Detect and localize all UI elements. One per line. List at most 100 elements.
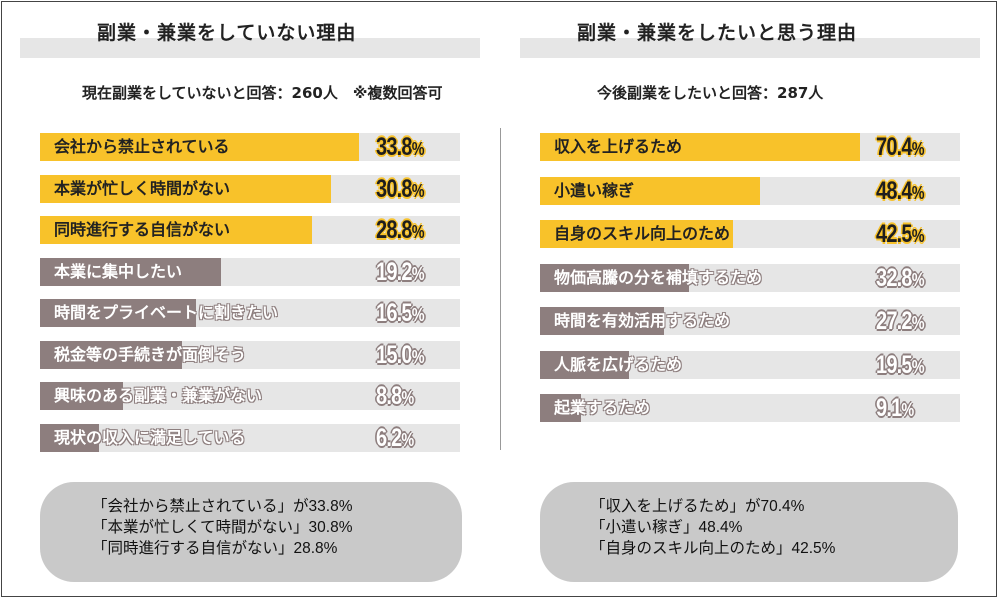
right-respondents: 今後副業をしたいと回答：287人: [597, 84, 824, 102]
bar-row: 現状の収入に満足している 6.2%: [40, 423, 460, 452]
bar-category-label: 本業が忙しく時間がない: [54, 178, 231, 198]
bar-value-label: 19.2%: [376, 256, 425, 290]
bar-category-label: 自身のスキル向上のため: [554, 224, 731, 243]
left-title: 副業・兼業をしていない理由: [97, 22, 357, 44]
bar-value-label: 48.4%: [876, 175, 925, 209]
bar-category-label: 興味のある副業・兼業がない: [54, 386, 263, 405]
bar-category-label: 時間を有効活用するため: [554, 311, 731, 330]
bar-value-label: 19.5%: [876, 349, 925, 383]
bar: [40, 340, 182, 369]
bar-value-unit: %: [401, 429, 414, 450]
bar-value-number: 19.2: [376, 257, 413, 286]
bar-value-unit: %: [411, 139, 425, 159]
bar-category-label: 本業に集中したい: [54, 261, 183, 281]
bar-value-label: 70.4%: [876, 131, 925, 165]
bar-value-label: 32.8%: [876, 262, 925, 296]
bar-category-label: 小遣い稼ぎ: [554, 180, 635, 200]
bar-value-number: 42.5: [876, 220, 913, 248]
bar: [40, 216, 312, 244]
bar-value-unit: %: [911, 226, 925, 246]
bar-row: 人脈を広げるため 19.5%: [540, 350, 960, 379]
bar-value-unit: %: [911, 182, 925, 203]
bar: [540, 220, 733, 248]
bar-value-number: 8.8: [376, 382, 402, 410]
bar-value-number: 48.4: [876, 176, 913, 205]
bar-value-unit: %: [911, 313, 925, 333]
bar-row: 収入を上げるため 70.4%: [540, 133, 960, 161]
bar-row: 時間を有効活用するため 27.2%: [540, 307, 960, 335]
bar-value-label: 8.8%: [376, 380, 414, 414]
bar-row: 同時進行する自信がない 28.8%: [40, 216, 460, 244]
bar: [40, 299, 196, 327]
bar-value-label: 16.5%: [376, 297, 425, 331]
bar: [540, 133, 860, 161]
bar-value-label: 15.0%: [376, 339, 425, 373]
right-title: 副業・兼業をしたいと思う理由: [577, 22, 858, 44]
bar-row: 興味のある副業・兼業がない 8.8%: [40, 382, 460, 410]
bar-value-label: 9.1%: [876, 392, 914, 426]
bar-value-label: 42.5%: [876, 218, 925, 252]
bar: [40, 382, 124, 410]
bar-value-unit: %: [901, 400, 914, 420]
bar-category-label: 税金等の手続きが面倒そう: [54, 344, 247, 364]
bar-value-number: 15.0: [376, 340, 413, 369]
left-summary-box: 「会社から禁止されている」が33.8% 「本業が忙しくて時間がない」30.8% …: [40, 482, 462, 582]
bar-value-unit: %: [911, 139, 925, 159]
bar-row: 時間をプライベートに割きたい 16.5%: [40, 299, 460, 327]
right-summary-line: 「収入を上げるため」が70.4%: [590, 498, 805, 515]
bar: [40, 423, 99, 452]
right-summary-box: 「収入を上げるため」が70.4% 「小遣い稼ぎ」48.4% 「自身のスキル向上の…: [540, 482, 958, 582]
bar: [540, 263, 689, 292]
bar-value-number: 27.2: [876, 307, 913, 335]
bar-value-label: 28.8%: [376, 214, 425, 248]
bar-value-number: 32.8: [876, 263, 913, 292]
bar: [540, 394, 582, 422]
bar: [540, 176, 760, 205]
right-heading-band: [520, 38, 980, 58]
bar-value-unit: %: [411, 346, 425, 367]
bar-category-label: 時間をプライベートに割きたい: [54, 303, 279, 322]
bar-value-number: 28.8: [376, 216, 413, 244]
bar-category-label: 人脈を広げるため: [554, 354, 683, 374]
bar-value-number: 16.5: [376, 299, 413, 327]
bar-row: 会社から禁止されている 33.8%: [40, 133, 460, 161]
bar-category-label: 物価高騰の分を補填するため: [554, 267, 763, 287]
bar-value-number: 70.4: [876, 133, 913, 161]
left-panel: 副業・兼業をしていない理由 現在副業をしていないと回答：260人 ※複数回答可 …: [20, 22, 480, 582]
bar-value-unit: %: [411, 305, 425, 325]
left-heading-band: [20, 38, 480, 58]
bar-row: 税金等の手続きが面倒そう 15.0%: [40, 340, 460, 369]
bar-value-number: 19.5: [876, 350, 913, 379]
left-respondents: 現在副業をしていないと回答：260人 ※複数回答可: [82, 84, 443, 102]
bar-value-unit: %: [911, 356, 925, 377]
bar-category-label: 起業するため: [554, 398, 651, 417]
bar-value-label: 33.8%: [376, 131, 425, 165]
bar-value-unit: %: [411, 263, 425, 284]
bar-value-unit: %: [411, 222, 425, 242]
bar-category-label: 収入を上げるため: [554, 137, 683, 156]
bar-category-label: 同時進行する自信がない: [54, 220, 231, 239]
bar: [40, 133, 359, 161]
bar-category-label: 現状の収入に満足している: [54, 427, 246, 447]
bar-value-unit: %: [911, 269, 925, 290]
bar: [40, 174, 331, 203]
bar-track: [40, 423, 460, 452]
bar-row: 物価高騰の分を補填するため 32.8%: [540, 263, 960, 292]
bar-row: 起業するため 9.1%: [540, 394, 960, 422]
bar-value-number: 33.8: [376, 133, 413, 161]
bar-row: 自身のスキル向上のため 42.5%: [540, 220, 960, 248]
left-summary-line: 「本業が忙しくて時間がない」30.8%: [92, 519, 353, 536]
bar-row: 本業に集中したい 19.2%: [40, 257, 460, 286]
right-panel: 副業・兼業をしたいと思う理由 今後副業をしたいと回答：287人 収入を上げるため…: [500, 0, 1000, 600]
left-summary-line: 「会社から禁止されている」が33.8%: [92, 498, 353, 515]
bar-value-unit: %: [401, 388, 414, 408]
bar: [540, 350, 629, 379]
bar-category-label: 会社から禁止されている: [54, 137, 230, 156]
bar: [40, 257, 222, 286]
left-summary-line: 「同時進行する自信がない」28.8%: [92, 540, 338, 557]
bar-row: 本業が忙しく時間がない 30.8%: [40, 174, 460, 203]
bar-value-label: 30.8%: [376, 173, 425, 207]
bar-row: 小遣い稼ぎ 48.4%: [540, 176, 960, 205]
right-summary-line: 「自身のスキル向上のため」42.5%: [590, 540, 836, 557]
panel-divider: [500, 128, 501, 450]
